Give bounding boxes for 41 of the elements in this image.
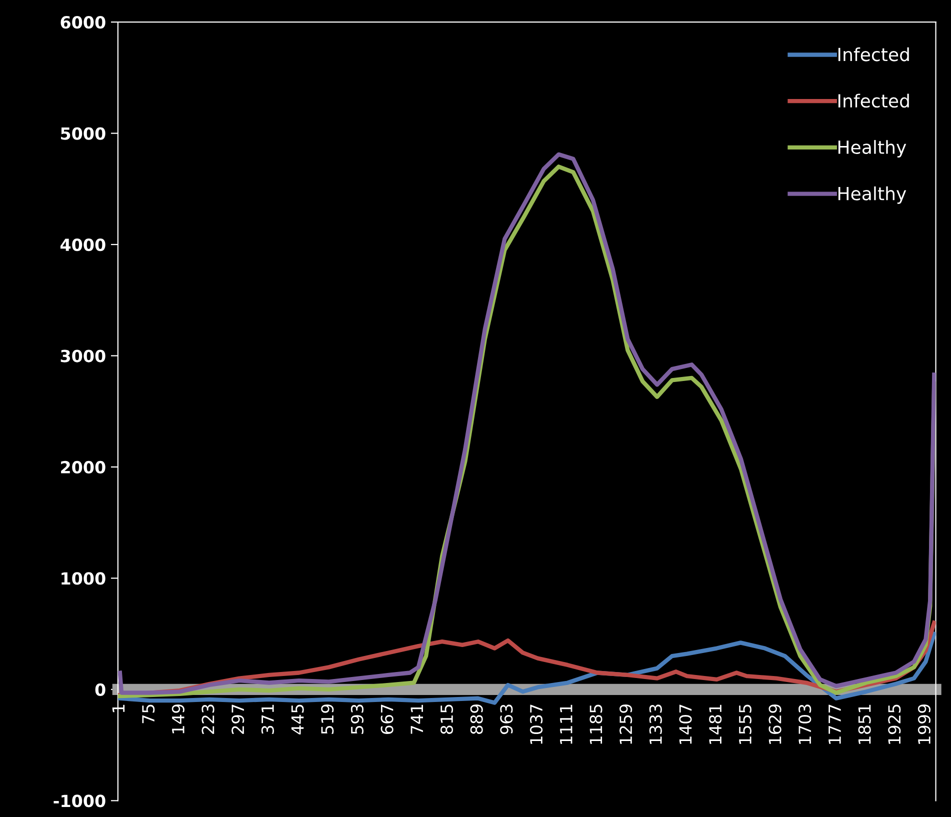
x-tick-label: 1555	[739, 704, 752, 744]
x-tick-label: 1037	[530, 704, 543, 744]
y-tick-label: 0	[95, 683, 106, 696]
legend-label: Healthy	[838, 186, 906, 204]
x-tick-label: 1851	[858, 704, 871, 744]
legend-label: Infected	[838, 94, 909, 108]
x-tick-label: 1259	[620, 704, 632, 744]
x-tick-label: 149	[172, 704, 184, 734]
line-series	[118, 632, 936, 705]
x-tick-label: 1703	[798, 704, 812, 744]
x-tick-label: 741	[410, 704, 423, 734]
x-tick-label: 1333	[649, 704, 662, 744]
x-tick-label: 1925	[888, 704, 901, 744]
y-tick-label: 5000	[61, 127, 106, 140]
x-tick-label: 519	[321, 704, 334, 734]
x-tick-label: 667	[380, 704, 394, 734]
y-tick-label: 2000	[61, 460, 106, 474]
x-tick-label: 223	[202, 704, 214, 734]
x-tick-label: 371	[261, 704, 274, 734]
y-tick-label: -1000	[54, 794, 106, 808]
x-tick-label: 1407	[679, 704, 692, 744]
legend-label: Healthy	[838, 140, 906, 158]
x-tick-label: 1777	[828, 704, 841, 744]
x-tick-label: 445	[291, 704, 304, 734]
y-tick-label: 6000	[60, 16, 106, 29]
x-tick-label: 1481	[709, 704, 722, 744]
x-tick-label: 1	[112, 704, 125, 712]
y-tick-label: 1000	[62, 572, 106, 585]
x-tick-label: 889	[470, 704, 483, 734]
x-tick-label: 963	[500, 704, 513, 734]
legend-label: Infected	[838, 47, 909, 62]
x-tick-label: 593	[350, 704, 364, 734]
x-tick-label: 75	[142, 704, 155, 724]
x-tick-label: 1185	[590, 704, 602, 744]
y-tick-label: 3000	[60, 350, 106, 362]
x-tick-label: 1629	[768, 704, 782, 744]
y-tick-label: 4000	[60, 238, 106, 252]
x-tick-label: 1111	[560, 704, 572, 744]
x-tick-label: 1999	[918, 704, 931, 744]
x-tick-label: 297	[232, 704, 244, 734]
x-tick-label: 815	[440, 704, 454, 734]
